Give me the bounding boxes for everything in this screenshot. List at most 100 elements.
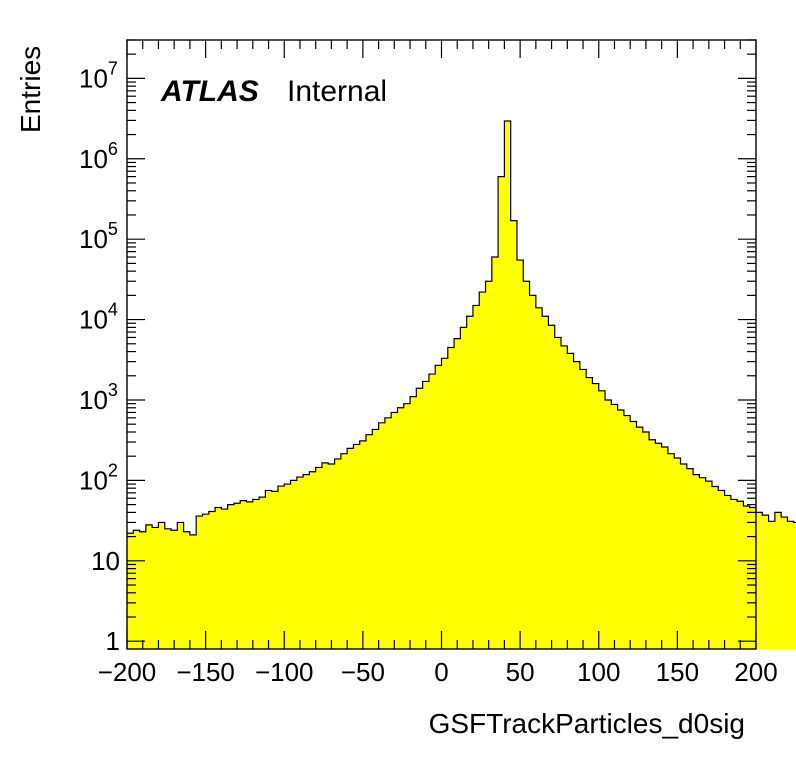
histogram-bin <box>202 514 210 649</box>
histogram-bin <box>391 412 398 649</box>
histogram-bin <box>221 509 229 649</box>
histogram-bin <box>177 522 185 649</box>
histogram-bin <box>171 530 178 649</box>
histogram-bin <box>152 527 159 649</box>
histogram-bin <box>479 292 486 649</box>
histogram-bin <box>334 458 342 649</box>
histogram-bin <box>246 501 254 649</box>
histogram-bin <box>366 434 373 649</box>
y-tick-label: 1 <box>106 626 120 656</box>
histogram-bin <box>378 422 386 649</box>
histogram-bin <box>649 439 656 649</box>
histogram-bin <box>498 176 505 650</box>
y-tick-label: 104 <box>79 300 118 335</box>
histogram-bin <box>504 120 512 649</box>
histogram-bin <box>686 468 694 649</box>
histogram-bin <box>384 417 392 649</box>
x-tick-label: 200 <box>734 657 777 687</box>
x-tick-label: −150 <box>176 657 235 687</box>
histogram-bin <box>711 486 719 649</box>
y-tick-label: 102 <box>79 460 118 495</box>
histogram-bin <box>158 522 166 649</box>
histogram-bin <box>277 486 285 649</box>
y-tick-label: 10 <box>91 546 120 576</box>
histogram-bin <box>642 431 650 649</box>
histogram-bin <box>491 257 499 649</box>
histogram-bin <box>359 440 367 649</box>
histogram-bin <box>454 338 461 649</box>
histogram-bin <box>516 260 524 649</box>
histogram-bin <box>523 281 530 649</box>
histogram-bin <box>284 484 291 649</box>
histogram-bin <box>296 477 304 649</box>
histogram-bin <box>680 463 688 649</box>
histogram-bin <box>422 381 430 649</box>
histogram-bin <box>630 421 637 649</box>
x-tick-label: −50 <box>341 657 385 687</box>
histogram-bin <box>567 353 574 649</box>
histogram-bin <box>724 495 732 649</box>
histogram-bin <box>693 474 700 649</box>
histogram-bin <box>271 491 279 649</box>
histogram-bin <box>233 503 241 649</box>
x-tick-label: −100 <box>255 657 314 687</box>
x-tick-label: −200 <box>98 657 157 687</box>
y-tick-label: 106 <box>79 139 118 174</box>
histogram-bin <box>259 497 266 649</box>
histogram-bin <box>573 361 581 649</box>
histogram-bin <box>309 471 317 649</box>
histogram-bin <box>340 453 348 649</box>
histogram-bin <box>189 534 197 649</box>
histogram-bin <box>636 427 644 649</box>
histogram-bin <box>441 358 449 649</box>
histogram-bin <box>215 507 222 649</box>
histogram-bin <box>485 281 493 649</box>
x-axis-title: GSFTrackParticles_d0sig <box>429 708 745 739</box>
histogram-bin <box>592 383 600 649</box>
histogram-bin <box>730 499 738 649</box>
atlas-label: ATLAS <box>160 75 259 108</box>
histogram-bin <box>416 388 424 649</box>
y-tick-label: 103 <box>79 380 118 415</box>
histogram-bin <box>240 500 247 649</box>
histogram-bin <box>208 511 216 649</box>
histogram-bin <box>674 457 681 649</box>
histogram-bin <box>586 377 593 649</box>
histogram-bin <box>529 295 537 649</box>
histogram-bin <box>397 407 405 649</box>
histogram-bin <box>774 512 782 649</box>
histogram-bin <box>705 481 713 649</box>
histogram-bin <box>605 399 612 649</box>
histogram-bin <box>579 369 587 649</box>
histogram-bin <box>762 515 769 649</box>
histogram-bars <box>127 120 796 650</box>
y-tick-label: 105 <box>79 219 118 254</box>
histogram-bin <box>466 316 474 649</box>
x-tick-label: 100 <box>577 657 620 687</box>
histogram-bin <box>252 499 260 649</box>
histogram-bin <box>145 524 153 649</box>
histogram-bin <box>447 347 455 649</box>
histogram-bin <box>164 528 172 649</box>
histogram-bin <box>139 531 147 649</box>
histogram-bin <box>460 327 468 649</box>
histogram-bin <box>699 477 707 649</box>
histogram-bin <box>655 443 663 649</box>
histogram-bin <box>227 504 235 649</box>
histogram-bin <box>410 396 417 649</box>
histogram-bin <box>756 512 763 649</box>
histogram-bin <box>667 453 675 649</box>
y-tick-labels: 1 10 102 103 104 105 106 107 <box>79 58 120 656</box>
histogram-bin <box>611 404 619 649</box>
histogram-bin <box>661 447 669 649</box>
histogram-bin <box>315 467 323 649</box>
histogram-bin <box>127 533 134 649</box>
axis-ticks <box>126 39 757 649</box>
histogram-bin <box>183 531 191 649</box>
internal-label: Internal <box>287 75 387 108</box>
y-axis-title: Entries <box>15 46 46 133</box>
histogram-bin <box>617 410 625 649</box>
histogram-bin <box>561 345 568 649</box>
histogram-bin <box>510 220 518 649</box>
y-tick-label: 107 <box>79 58 118 93</box>
